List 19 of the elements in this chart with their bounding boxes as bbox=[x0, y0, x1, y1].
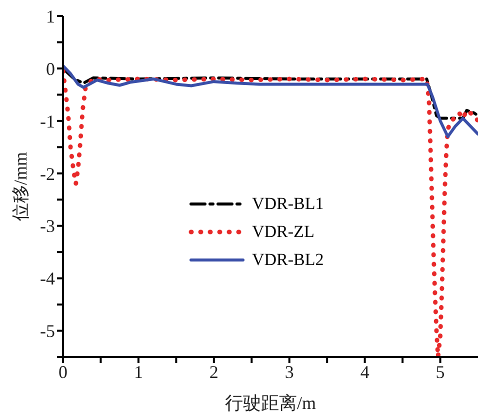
y-tick-label: -5 bbox=[40, 321, 55, 342]
x-axis-title: 行驶距离/m bbox=[224, 393, 316, 413]
x-tick-label: 5 bbox=[436, 362, 445, 382]
y-tick-label: -4 bbox=[40, 268, 55, 289]
x-tick-label: 2 bbox=[209, 362, 218, 382]
y-tick-label: -1 bbox=[40, 111, 55, 132]
x-tick-label: 4 bbox=[360, 362, 370, 382]
x-tick-label: 1 bbox=[134, 362, 143, 382]
x-tick-label: 3 bbox=[284, 362, 294, 382]
legend-label: VDR-ZL bbox=[252, 222, 314, 242]
y-tick-label: -2 bbox=[40, 164, 55, 184]
x-tick-label: 0 bbox=[58, 362, 68, 382]
line-series bbox=[63, 64, 478, 138]
y-tick-label: 1 bbox=[46, 6, 55, 26]
y-tick-label: 0 bbox=[46, 58, 55, 79]
y-tick-label: -3 bbox=[40, 216, 55, 236]
legend-label: VDR-BL1 bbox=[252, 194, 324, 214]
y-axis-title: 位移/mm bbox=[10, 152, 30, 222]
legend-label: VDR-BL2 bbox=[252, 250, 324, 270]
